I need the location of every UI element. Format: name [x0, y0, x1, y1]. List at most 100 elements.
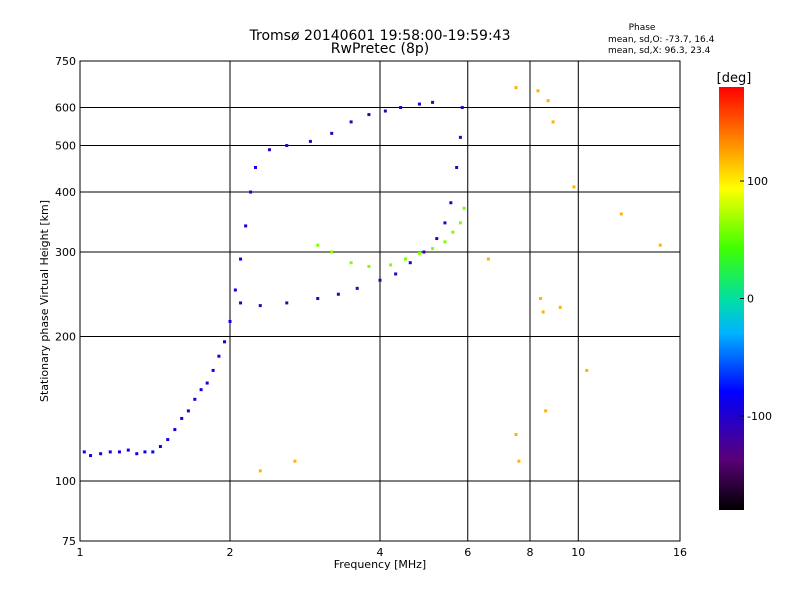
data-point — [417, 251, 421, 255]
x-tick-label: 1 — [77, 546, 84, 559]
y-tick-label: 75 — [62, 535, 76, 548]
data-point — [458, 221, 462, 225]
data-point — [383, 109, 387, 113]
data-point — [378, 278, 382, 282]
data-point — [308, 139, 312, 143]
data-point — [117, 450, 121, 454]
data-point — [228, 319, 232, 323]
data-point — [462, 206, 466, 210]
data-point — [585, 368, 589, 372]
data-point — [619, 212, 623, 216]
data-point — [349, 120, 353, 124]
data-point — [394, 272, 398, 276]
data-point — [108, 450, 112, 454]
data-point — [541, 310, 545, 314]
data-point — [536, 89, 540, 93]
data-points — [82, 86, 662, 473]
y-tick-label: 100 — [55, 475, 76, 488]
data-point — [267, 148, 271, 152]
data-point — [431, 100, 435, 104]
data-point — [517, 459, 521, 463]
data-point — [658, 243, 662, 247]
data-point — [193, 397, 197, 401]
data-point — [205, 381, 209, 385]
y-tick-label: 600 — [55, 102, 76, 115]
colorbar-ticks: 100 0 -100 — [740, 175, 772, 423]
phase-legend-o: mean, sd,O: -73.7, 16.4 — [608, 35, 715, 45]
data-point — [367, 113, 371, 117]
data-point — [166, 438, 170, 442]
data-point — [399, 106, 403, 110]
data-point — [431, 247, 435, 251]
data-point — [239, 301, 243, 305]
data-point — [422, 250, 426, 254]
data-point — [143, 450, 147, 454]
colorbar-tick-label: 0 — [747, 293, 754, 306]
data-point — [443, 240, 447, 244]
x-axis-label: Frequency [MHz] — [334, 558, 426, 571]
data-point — [186, 409, 190, 413]
data-point — [233, 288, 237, 292]
y-tick-label: 750 — [55, 55, 76, 68]
data-point — [486, 257, 490, 261]
data-point — [285, 144, 289, 148]
data-point — [417, 102, 421, 106]
data-point — [551, 120, 555, 124]
y-axis-label: Stationary phase Virtual Height [km] — [38, 200, 51, 402]
data-point — [443, 221, 447, 225]
data-point — [336, 292, 340, 296]
data-point — [408, 261, 412, 265]
data-point — [253, 165, 257, 169]
data-point — [451, 230, 455, 234]
colorbar-tick-label: -100 — [747, 410, 772, 423]
data-point — [558, 305, 562, 309]
y-axis-ticks: 75 100 200 300 400 500 600 750 — [55, 55, 76, 548]
data-point — [151, 450, 155, 454]
x-tick-label: 16 — [673, 546, 687, 559]
y-tick-label: 500 — [55, 140, 76, 153]
data-point — [89, 454, 93, 458]
data-point — [546, 99, 550, 103]
data-point — [514, 86, 518, 90]
data-point — [330, 250, 334, 254]
data-point — [389, 263, 393, 267]
data-point — [249, 190, 253, 194]
y-tick-label: 300 — [55, 246, 76, 259]
data-point — [293, 459, 297, 463]
data-point — [285, 301, 289, 305]
grid-lines — [80, 61, 680, 541]
data-point — [126, 448, 130, 452]
data-point — [403, 257, 407, 261]
colorbar-label: [deg] — [717, 71, 752, 86]
data-point — [199, 388, 203, 392]
data-point — [539, 297, 543, 301]
data-point — [572, 185, 576, 189]
data-point — [435, 237, 439, 241]
data-point — [330, 131, 334, 135]
chart-title: Tromsø 20140601 19:58:00-19:59:43 — [249, 28, 511, 44]
data-point — [239, 257, 243, 261]
x-tick-label: 2 — [227, 546, 234, 559]
data-point — [355, 286, 359, 290]
data-point — [217, 354, 221, 358]
data-point — [82, 450, 86, 454]
x-axis-ticks: 1 2 4 6 8 10 16 — [77, 546, 688, 559]
data-point — [135, 452, 139, 456]
data-point — [349, 261, 353, 265]
data-point — [180, 416, 184, 420]
data-point — [514, 433, 518, 437]
data-point — [544, 409, 548, 413]
data-point — [316, 297, 320, 301]
x-tick-label: 8 — [527, 546, 534, 559]
data-point — [99, 452, 103, 456]
phase-legend-x: mean, sd,X: 96.3, 23.4 — [608, 46, 711, 56]
x-tick-label: 6 — [464, 546, 471, 559]
colorbar — [719, 87, 744, 510]
data-point — [455, 165, 459, 169]
data-point — [211, 368, 215, 372]
chart-subtitle: RwPretec (8p) — [331, 41, 429, 57]
x-tick-label: 4 — [377, 546, 384, 559]
colorbar-tick-label: 100 — [747, 175, 768, 188]
data-point — [223, 340, 227, 344]
